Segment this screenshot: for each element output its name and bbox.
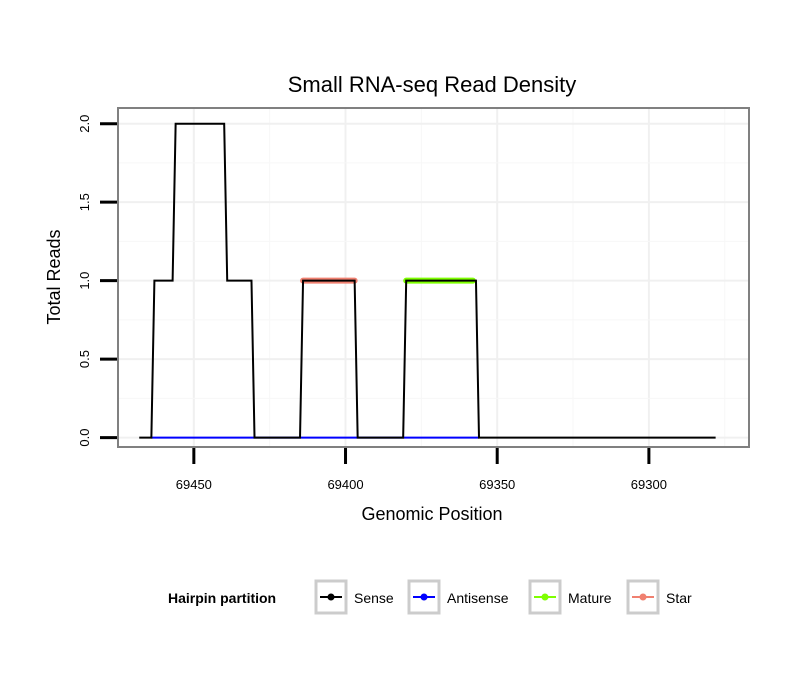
y-tick-label: 0.0 [77,429,92,447]
grid [117,108,749,447]
chart-title: Small RNA-seq Read Density [288,72,577,97]
legend-dot-mature [541,593,549,601]
y-tick-label: 2.0 [77,115,92,133]
legend-dot-antisense [420,593,428,601]
x-axis-title: Genomic Position [361,504,502,524]
legend-title: Hairpin partition [168,590,276,606]
x-tick-label: 69400 [327,477,363,492]
axes: 0.0 0.5 1.0 1.5 2.0 69450 69400 69350 69300 [77,115,667,492]
series-layer [139,122,716,439]
series-sense-line [139,122,716,439]
legend-label-star: Star [666,590,692,606]
y-tick-label: 1.5 [77,193,92,211]
legend-label-mature: Mature [568,590,612,606]
y-axis-title: Total Reads [44,229,64,324]
y-tick-label: 1.0 [77,272,92,290]
x-tick-label: 69450 [176,477,212,492]
legend-label-sense: Sense [354,590,394,606]
x-tick-label: 69350 [479,477,515,492]
y-tick-label: 0.5 [77,350,92,368]
legend-label-antisense: Antisense [447,590,509,606]
legend-dot-star [639,593,647,601]
legend: Hairpin partition Sense Antisense Mature St… [168,579,692,615]
plot-border [117,107,750,448]
legend-dot-sense [327,593,335,601]
x-tick-label: 69300 [631,477,667,492]
